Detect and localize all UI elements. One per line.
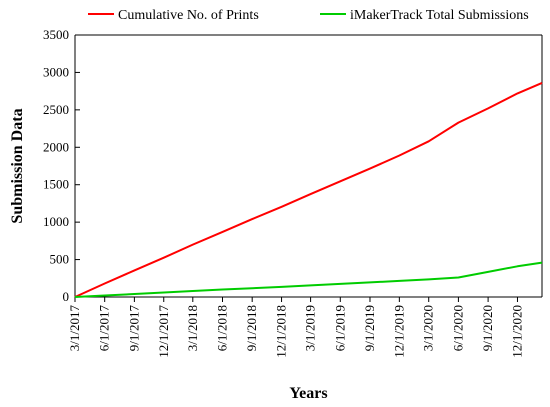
- x-tick-label: 9/1/2018: [244, 305, 259, 351]
- x-tick-label: 9/1/2020: [480, 305, 495, 351]
- y-tick-label: 3500: [43, 27, 69, 42]
- y-tick-label: 1000: [43, 214, 69, 229]
- x-tick-label: 9/1/2017: [126, 305, 141, 352]
- y-tick-label: 2000: [43, 139, 69, 154]
- series-line-imakertrack-submissions: [74, 261, 543, 298]
- x-tick-label: 3/1/2017: [67, 305, 82, 352]
- y-tick-label: 1500: [43, 177, 69, 192]
- y-axis-title: Submission Data: [9, 108, 26, 223]
- y-axis-ticks: 0 500 1000 1500 2000 2500 3000 3500: [43, 27, 80, 304]
- x-tick-label: 6/1/2018: [214, 305, 229, 351]
- x-axis-ticks: 3/1/2017 6/1/2017 9/1/2017 12/1/2017 3/1/201…: [67, 297, 524, 358]
- x-tick-label: 3/1/2018: [185, 305, 200, 351]
- x-tick-label: 3/1/2020: [421, 305, 436, 351]
- x-tick-label: 12/1/2019: [391, 305, 406, 358]
- series-layer: [74, 81, 543, 298]
- x-tick-label: 6/1/2020: [450, 305, 465, 351]
- x-axis-title: Years: [289, 385, 327, 402]
- x-tick-label: 12/1/2017: [156, 305, 171, 358]
- x-tick-label: 6/1/2017: [97, 305, 112, 352]
- y-tick-label: 500: [50, 252, 70, 267]
- x-tick-label: 6/1/2019: [332, 305, 347, 351]
- legend-label: Cumulative No. of Prints: [118, 8, 259, 23]
- x-tick-label: 12/1/2018: [274, 305, 289, 358]
- series-line-cumulative-prints: [74, 81, 543, 298]
- legend: Cumulative No. of Prints iMakerTrack Tota…: [88, 8, 529, 23]
- axes: [74, 34, 543, 298]
- x-tick-label: 9/1/2019: [362, 305, 377, 351]
- y-tick-label: 2500: [43, 102, 69, 117]
- legend-label: iMakerTrack Total Submissions: [350, 8, 529, 23]
- x-tick-label: 12/1/2020: [509, 305, 524, 358]
- y-tick-label: 0: [63, 289, 70, 304]
- y-tick-label: 3000: [43, 64, 69, 79]
- x-tick-label: 3/1/2019: [303, 305, 318, 351]
